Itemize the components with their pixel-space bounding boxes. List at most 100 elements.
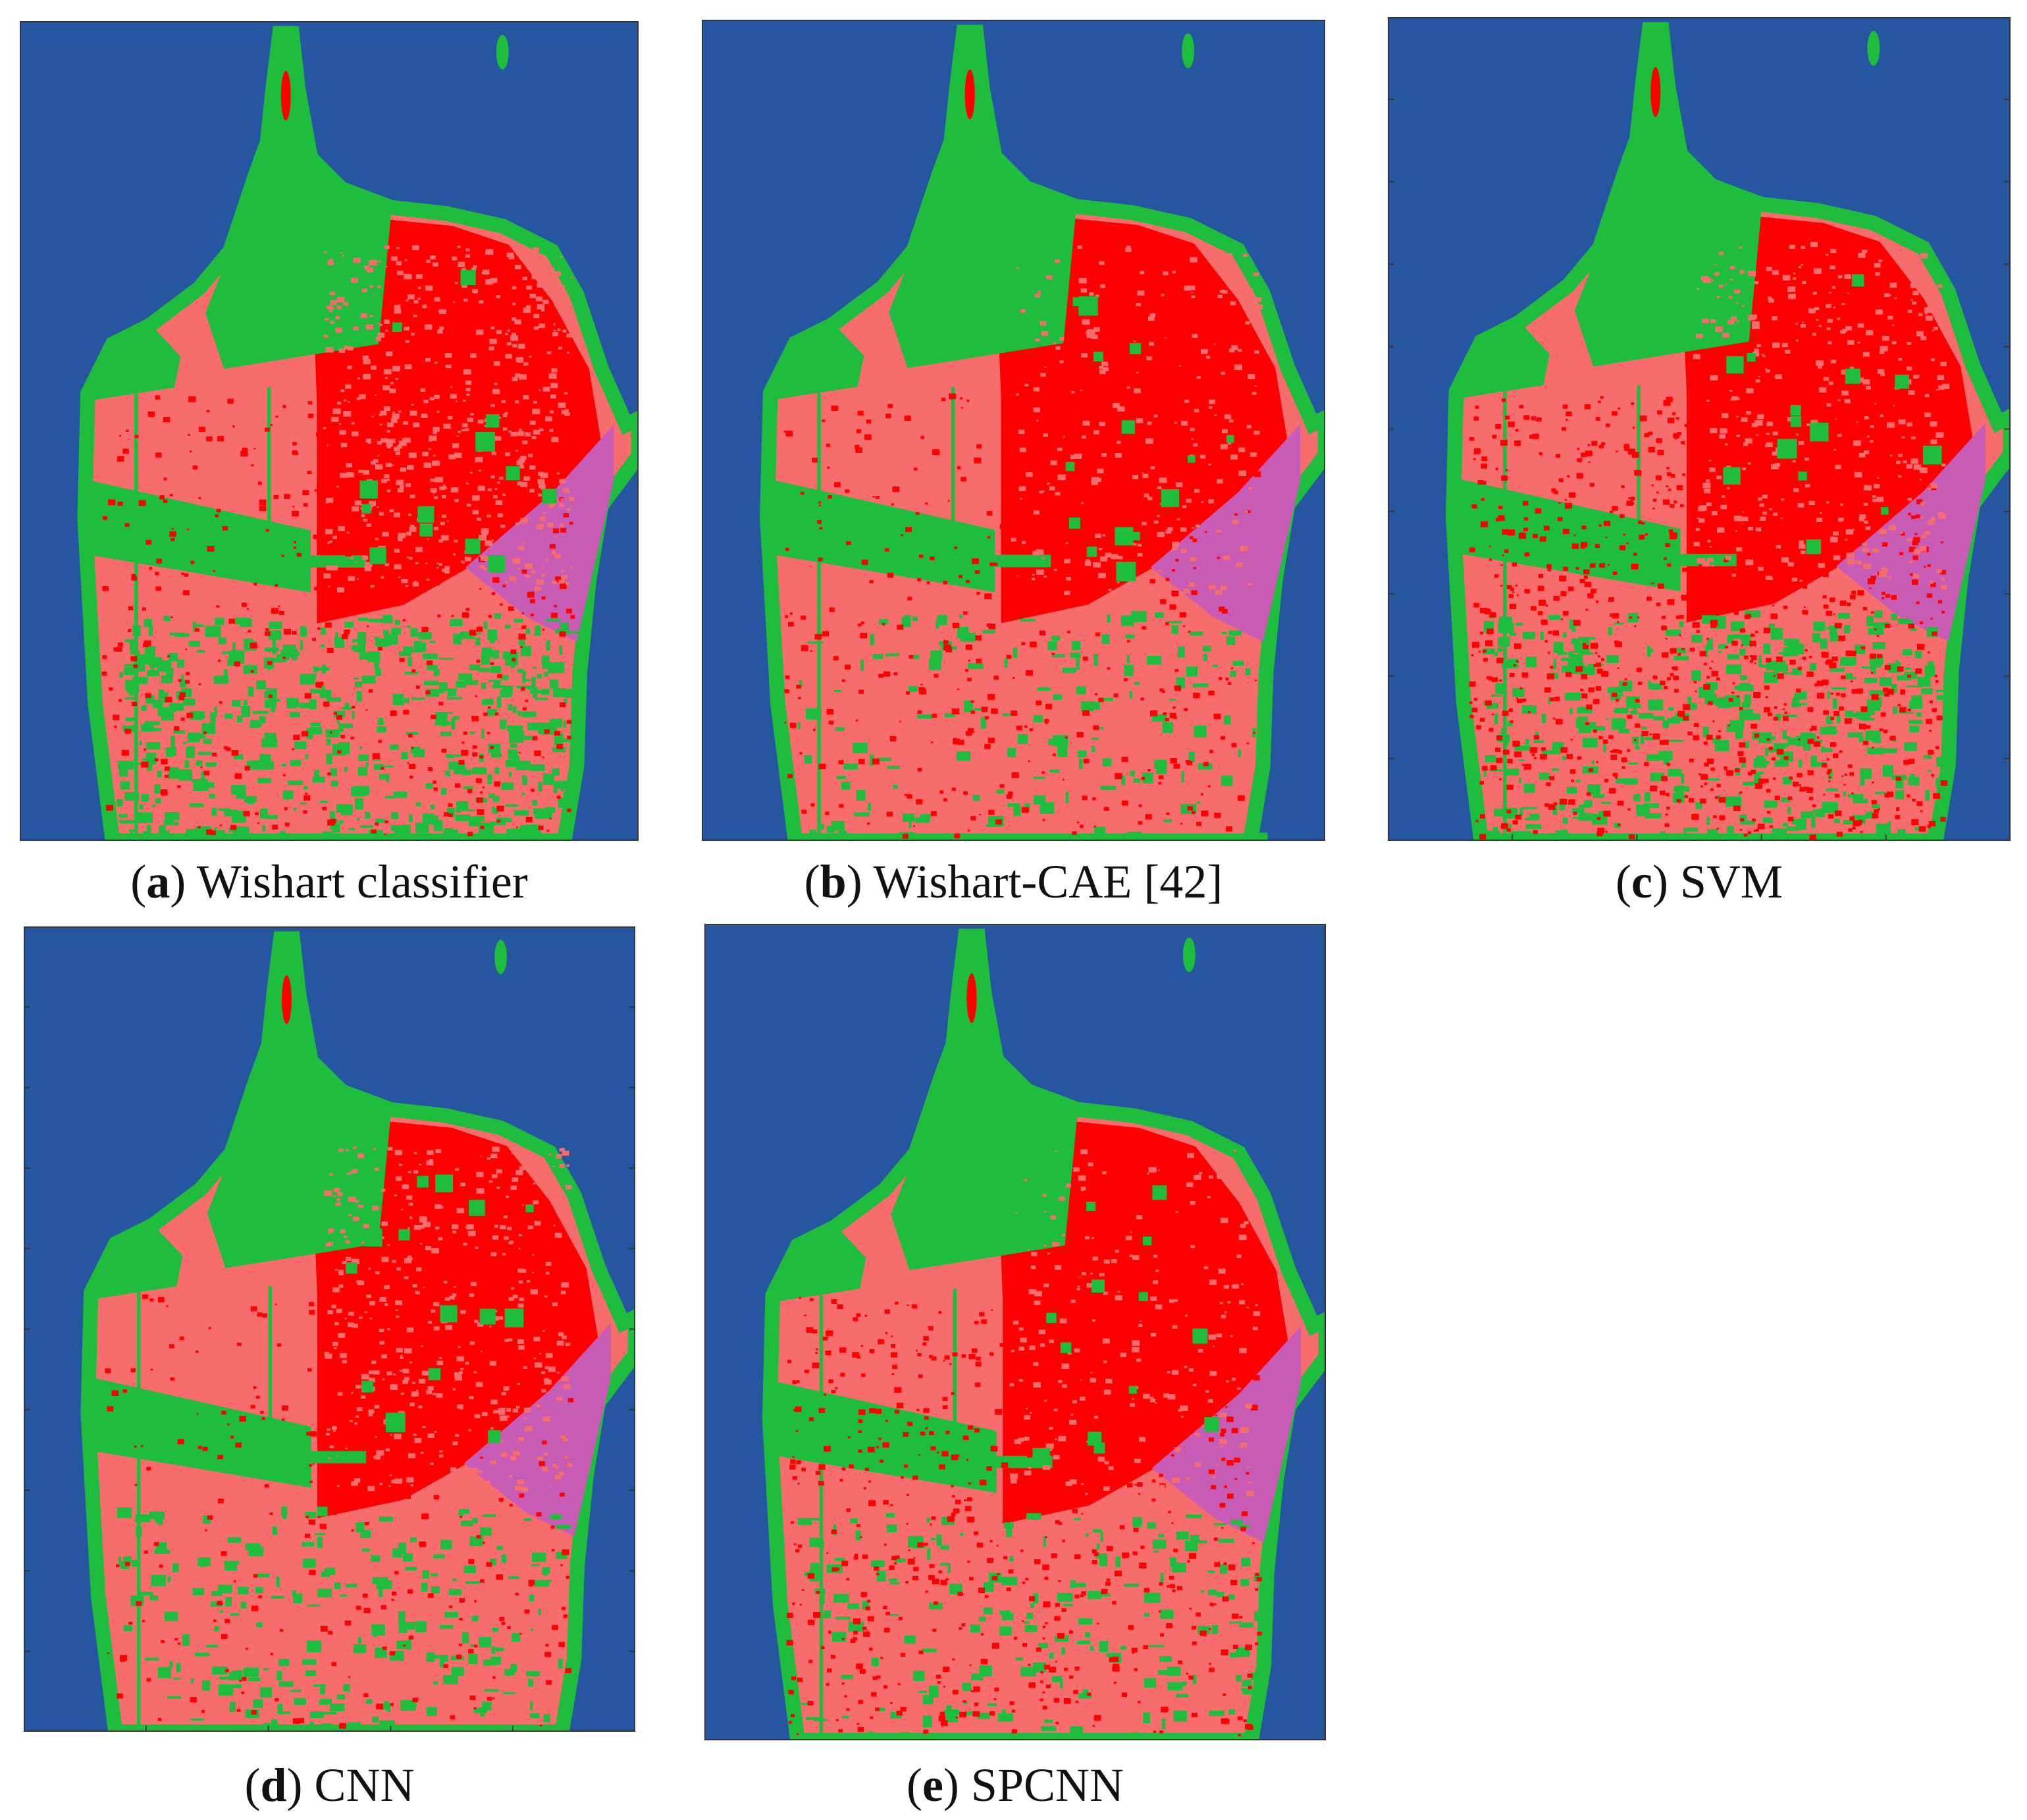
urban-speckle bbox=[556, 743, 564, 749]
urban-speckle bbox=[1581, 541, 1588, 547]
urban-speckle bbox=[1539, 536, 1546, 542]
urban-speckle bbox=[1655, 475, 1662, 481]
vegetation-patch bbox=[1226, 435, 1234, 443]
urban-speckle bbox=[1847, 602, 1851, 606]
low-density-speckle bbox=[1772, 451, 1778, 456]
urban-speckle bbox=[1708, 439, 1714, 444]
vegetation-speckle bbox=[483, 1514, 496, 1517]
urban-speckle bbox=[1234, 491, 1237, 493]
vegetation-speckle bbox=[980, 716, 987, 729]
urban-speckle bbox=[1789, 659, 1796, 665]
low-density-speckle bbox=[329, 1232, 332, 1235]
vegetation-speckle bbox=[1253, 832, 1268, 841]
low-density-speckle bbox=[1230, 301, 1236, 306]
vegetation-speckle bbox=[1578, 652, 1594, 655]
low-density-speckle bbox=[515, 1406, 520, 1408]
urban-speckle bbox=[1860, 439, 1865, 442]
low-density-speckle bbox=[1788, 294, 1796, 300]
pier-feature bbox=[282, 975, 292, 1025]
low-density-speckle bbox=[1161, 294, 1165, 296]
low-density-speckle bbox=[1063, 436, 1065, 438]
low-density-speckle bbox=[325, 529, 333, 535]
vegetation-speckle bbox=[1762, 761, 1770, 765]
urban-speckle bbox=[546, 830, 550, 832]
urban-speckle bbox=[1779, 585, 1785, 590]
vegetation-speckle bbox=[1646, 754, 1659, 761]
low-density-speckle bbox=[455, 400, 458, 402]
urban-speckle bbox=[206, 436, 213, 442]
low-density-speckle bbox=[1795, 339, 1799, 342]
low-density-speckle bbox=[1252, 311, 1259, 316]
low-density-speckle bbox=[1082, 319, 1090, 325]
urban-speckle bbox=[130, 1368, 136, 1373]
urban-speckle bbox=[518, 633, 526, 640]
vegetation-speckle bbox=[146, 761, 153, 771]
urban-speckle bbox=[1908, 512, 1912, 516]
low-density-speckle bbox=[327, 541, 330, 544]
vegetation-speckle bbox=[309, 689, 321, 693]
low-density-speckle bbox=[469, 1293, 475, 1297]
urban-speckle bbox=[163, 416, 171, 423]
urban-speckle bbox=[498, 1497, 504, 1502]
urban-speckle bbox=[407, 1589, 413, 1594]
vegetation-speckle bbox=[446, 697, 463, 700]
urban-speckle bbox=[1830, 485, 1838, 491]
urban-speckle bbox=[1679, 634, 1681, 637]
urban-speckle bbox=[945, 647, 953, 653]
urban-speckle bbox=[1826, 659, 1833, 665]
vegetation-speckle bbox=[149, 656, 163, 668]
low-density-speckle bbox=[347, 365, 352, 369]
vegetation-speckle bbox=[409, 1537, 417, 1543]
low-density-speckle bbox=[1081, 435, 1086, 439]
urban-speckle bbox=[1932, 708, 1937, 712]
low-density-speckle bbox=[1774, 375, 1777, 378]
vegetation-speckle bbox=[266, 815, 278, 819]
urban-speckle bbox=[303, 503, 308, 507]
urban-speckle bbox=[1521, 764, 1524, 766]
vegetation-speckle bbox=[152, 699, 163, 709]
low-density-speckle bbox=[1158, 570, 1162, 572]
low-density-speckle bbox=[1254, 385, 1257, 387]
low-density-speckle bbox=[1748, 271, 1756, 277]
low-density-speckle bbox=[1828, 381, 1833, 385]
low-density-speckle bbox=[402, 1368, 409, 1374]
vegetation-speckle bbox=[468, 1653, 478, 1664]
urban-speckle bbox=[1531, 416, 1537, 421]
urban-speckle bbox=[905, 527, 912, 533]
low-density-speckle bbox=[1775, 374, 1782, 379]
low-density-speckle bbox=[377, 441, 382, 445]
urban-speckle bbox=[1867, 552, 1871, 556]
low-density-speckle bbox=[561, 1282, 569, 1288]
urban-speckle bbox=[1593, 664, 1598, 668]
vegetation-speckle bbox=[1525, 817, 1539, 820]
urban-speckle bbox=[1712, 394, 1720, 400]
vegetation-speckle bbox=[1600, 801, 1611, 804]
vegetation-speckle bbox=[1879, 677, 1892, 687]
urban-speckle bbox=[1564, 498, 1567, 501]
urban-speckle bbox=[1138, 804, 1142, 807]
urban-speckle bbox=[230, 1435, 234, 1439]
vegetation-speckle bbox=[162, 1671, 166, 1674]
low-density-speckle bbox=[356, 397, 361, 400]
urban-speckle bbox=[1743, 833, 1748, 837]
vegetation-speckle bbox=[527, 687, 539, 690]
low-density-speckle bbox=[377, 506, 379, 508]
urban-speckle bbox=[432, 534, 438, 539]
urban-speckle bbox=[1752, 818, 1756, 822]
low-density-speckle bbox=[1771, 464, 1779, 469]
low-density-speckle bbox=[347, 346, 354, 351]
urban-speckle bbox=[101, 671, 107, 676]
urban-speckle bbox=[200, 766, 203, 768]
vegetation-speckle bbox=[317, 1507, 328, 1516]
low-density-speckle bbox=[327, 444, 329, 446]
low-density-speckle bbox=[490, 1427, 494, 1430]
low-density-speckle bbox=[1898, 358, 1903, 361]
urban-speckle bbox=[1055, 496, 1063, 502]
low-density-speckle bbox=[544, 1453, 548, 1456]
urban-speckle bbox=[1724, 766, 1728, 770]
low-density-speckle bbox=[408, 1171, 411, 1173]
vegetation-speckle bbox=[1928, 770, 1932, 772]
urban-speckle bbox=[443, 1664, 448, 1668]
low-density-speckle bbox=[1701, 275, 1709, 281]
low-density-speckle bbox=[529, 420, 536, 425]
